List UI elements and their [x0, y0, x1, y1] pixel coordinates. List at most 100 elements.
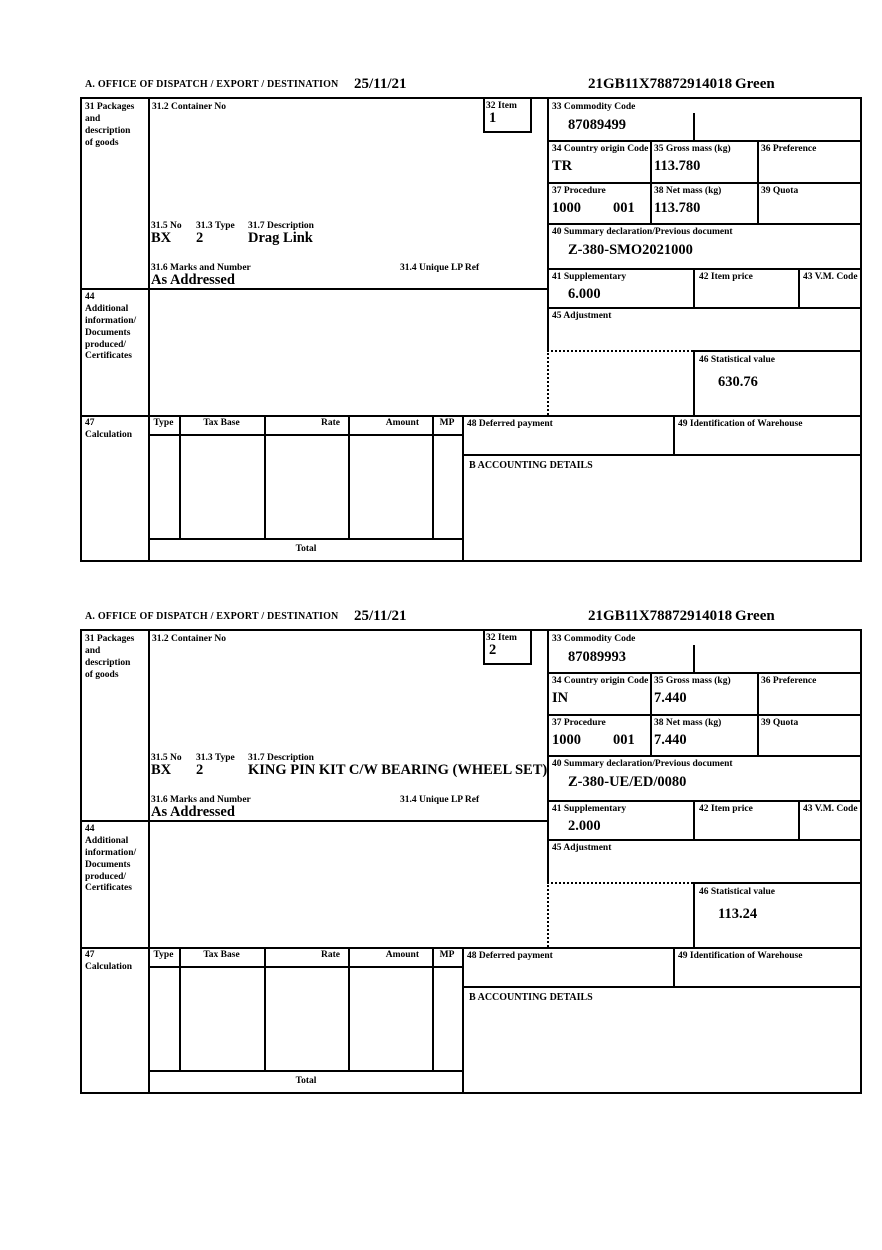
item-number-value: 2 [489, 642, 497, 658]
box35-label: 35 Gross mass (kg) [654, 144, 731, 154]
grid-line [264, 415, 266, 538]
procedure-value: 1000 [552, 732, 581, 748]
box31-2-label: 31.2 Container No [152, 634, 226, 644]
box46-label: 46 Statistical value [699, 355, 775, 365]
tax-type-header: Type [153, 950, 174, 960]
commodity-code-value: 87089993 [568, 649, 626, 665]
item-number-box [483, 631, 532, 665]
gross-mass-value: 113.780 [654, 158, 701, 174]
accounting-details-label: B ACCOUNTING DETAILS [469, 460, 593, 471]
grid-line [148, 538, 464, 540]
goods-description-value: KING PIN KIT C/W BEARING (WHEEL SET) [248, 762, 548, 778]
grid-line [693, 645, 695, 672]
box31-2-label: 31.2 Container No [152, 102, 226, 112]
goods-description-value: Drag Link [248, 230, 313, 246]
box45-label: 45 Adjustment [552, 311, 612, 321]
box31-6-label: 31.6 Marks and Number [151, 795, 251, 805]
tax-type-header: Type [153, 418, 174, 428]
grid-line [82, 288, 549, 290]
box31-7-label: 31.7 Description [248, 221, 314, 231]
tax-base-header: Tax Base [203, 950, 240, 960]
supplementary-value: 2.000 [568, 818, 601, 834]
office-of-dispatch-label: A. OFFICE OF DISPATCH / EXPORT / DESTINA… [85, 79, 339, 90]
gross-mass-value: 7.440 [654, 690, 687, 706]
grid-line [547, 800, 860, 802]
grid-line [264, 947, 266, 1070]
declaration-date: 25/11/21 [354, 76, 407, 92]
grid-line [673, 947, 675, 986]
grid-line [432, 947, 434, 1070]
net-mass-value: 7.440 [654, 732, 687, 748]
box32-label: 32 Item [486, 101, 517, 111]
total-label: Total [295, 1076, 317, 1086]
box38-label: 38 Net mass (kg) [654, 718, 722, 728]
grid-line [82, 415, 860, 417]
grid-line [547, 839, 860, 841]
box31-3-label: 31.3 Type [196, 753, 235, 763]
box33-label: 33 Commodity Code [552, 634, 636, 644]
grid-line [650, 140, 652, 223]
tax-base-header: Tax Base [203, 418, 240, 428]
grid-line [693, 350, 695, 415]
procedure-additional-value: 001 [613, 732, 635, 748]
box45-label: 45 Adjustment [552, 843, 612, 853]
grid-line [547, 672, 860, 674]
item-number-box [483, 99, 532, 133]
box43-label: 43 V.M. Code [803, 272, 858, 282]
rate-header: Rate [321, 418, 340, 428]
summary-declaration-value: Z-380-UE/ED/0080 [568, 774, 687, 790]
box31-3-label: 31.3 Type [196, 221, 235, 231]
box40-label: 40 Summary declaration/Previous document [552, 227, 733, 237]
grid-line [693, 882, 695, 947]
amount-header: Amount [385, 950, 419, 960]
box31-4-label: 31.4 Unique LP Ref [400, 795, 480, 805]
supplementary-value: 6.000 [568, 286, 601, 302]
declaration-item-section: A. OFFICE OF DISPATCH / EXPORT / DESTINA… [0, 76, 882, 578]
box49-label: 49 Identification of Warehouse [678, 419, 803, 429]
grid-line [673, 415, 675, 454]
dotted-line [547, 350, 693, 352]
box35-label: 35 Gross mass (kg) [654, 676, 731, 686]
grid-line [798, 800, 800, 839]
dotted-line [547, 350, 549, 415]
procedure-value: 1000 [552, 200, 581, 216]
marks-value: As Addressed [151, 272, 235, 288]
grid-line [693, 268, 695, 307]
grid-line [462, 415, 464, 562]
mp-header: MP [439, 418, 455, 428]
net-mass-value: 113.780 [654, 200, 701, 216]
box44-label: 44 Additional information/ Documents pro… [85, 824, 137, 894]
box49-label: 49 Identification of Warehouse [678, 951, 803, 961]
package-type-value: 2 [196, 230, 204, 246]
item-form-grid: 31 Packages and description of goods 31.… [80, 97, 862, 562]
box31-7-label: 31.7 Description [248, 753, 314, 763]
box47-label: 47 Calculation [85, 418, 132, 440]
grid-line [148, 631, 150, 1092]
box42-label: 42 Item price [699, 272, 753, 282]
box31-6-label: 31.6 Marks and Number [151, 263, 251, 273]
grid-line [693, 882, 860, 884]
grid-line [693, 350, 860, 352]
box37-label: 37 Procedure [552, 186, 606, 196]
grid-line [348, 947, 350, 1070]
declaration-item-section: A. OFFICE OF DISPATCH / EXPORT / DESTINA… [0, 608, 882, 1110]
dotted-line [547, 882, 549, 947]
routing-status: Green [735, 76, 775, 92]
box39-label: 39 Quota [761, 718, 799, 728]
amount-header: Amount [385, 418, 419, 428]
grid-line [462, 947, 464, 1094]
grid-line [462, 454, 860, 456]
country-origin-value: TR [552, 158, 573, 174]
grid-line [798, 268, 800, 307]
box44-label: 44 Additional information/ Documents pro… [85, 292, 137, 362]
box48-label: 48 Deferred payment [467, 951, 553, 961]
mrn-value: 21GB11X78872914018 [588, 608, 733, 624]
grid-line [547, 268, 860, 270]
box31-label: 31 Packages and description of goods [85, 634, 135, 680]
box46-label: 46 Statistical value [699, 887, 775, 897]
package-no-value: BX [151, 230, 172, 246]
box31-5-label: 31.5 No [151, 221, 182, 231]
box31-label: 31 Packages and description of goods [85, 102, 135, 148]
commodity-code-value: 87089499 [568, 117, 626, 133]
box48-label: 48 Deferred payment [467, 419, 553, 429]
